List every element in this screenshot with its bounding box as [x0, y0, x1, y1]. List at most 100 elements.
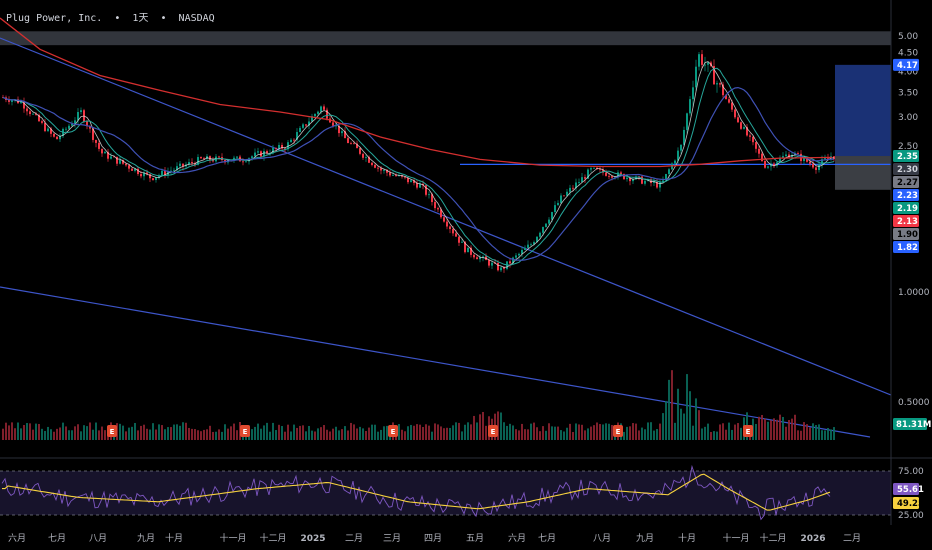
earnings-marker-text: E: [110, 428, 115, 436]
time-axis-label: 十二月: [759, 532, 786, 544]
candle-body: [773, 163, 775, 166]
candle-body: [680, 144, 682, 151]
candle-body: [197, 157, 199, 165]
volume-bar: [32, 429, 34, 440]
separator-dot: •: [114, 13, 121, 24]
candle-body: [380, 168, 382, 171]
candle-body: [755, 142, 757, 149]
volume-bar: [797, 430, 799, 440]
earnings-icon: [613, 425, 623, 437]
candle-body: [821, 159, 823, 165]
volume-bar: [779, 414, 781, 440]
volume-bar: [605, 423, 607, 440]
price-badge-bg: [893, 163, 919, 176]
candle-body: [779, 157, 781, 163]
candle-body: [659, 182, 661, 188]
candle-body: [812, 163, 814, 168]
symbol-name[interactable]: Plug Power, Inc.: [6, 13, 103, 24]
volume-bar: [728, 422, 730, 440]
candle-body: [122, 159, 124, 164]
candle-body: [449, 226, 451, 230]
price-badge: 2.23: [893, 189, 919, 202]
price-tick-label: 3.00: [898, 113, 918, 123]
rsi-ma-badge-text: 49.25: [897, 499, 924, 509]
volume-bar: [653, 430, 655, 440]
candle-body: [275, 147, 277, 149]
volume-bar: [311, 430, 313, 440]
volume-bar: [92, 429, 94, 440]
time-axis-label: 七月: [48, 533, 66, 544]
time-axis-label: 2025: [300, 534, 325, 544]
volume-bar: [59, 427, 61, 440]
volume-bar: [326, 429, 328, 440]
candle-body: [491, 262, 493, 266]
volume-bar: [767, 421, 769, 440]
candle-body: [467, 247, 469, 253]
candle-body: [371, 162, 373, 165]
time-axis-label: 二月: [843, 533, 861, 544]
volume-bar: [824, 430, 826, 440]
volume-bar: [182, 422, 184, 440]
volume-bar: [452, 425, 454, 440]
candle-body: [776, 162, 778, 166]
price-badge-bg: [893, 150, 919, 163]
candle-body: [338, 125, 340, 134]
volume-bar: [209, 425, 211, 440]
volume-bar: [422, 427, 424, 440]
volume-bar: [404, 431, 406, 440]
time-axis-label: 九月: [137, 533, 155, 544]
earnings-marker-text: E: [391, 428, 396, 436]
volume-bar: [599, 424, 601, 440]
candle-body: [374, 164, 376, 168]
candle-body: [32, 113, 34, 115]
candle-body: [242, 161, 244, 163]
rsi-ma-line: [2, 473, 831, 511]
earnings-marker: E: [488, 425, 498, 437]
volume-bar: [314, 431, 316, 440]
volume-bar: [509, 423, 511, 440]
volume-bar: [446, 427, 448, 440]
volume-bar: [569, 423, 571, 440]
volume-bar: [131, 426, 133, 440]
volume-bar: [689, 391, 691, 440]
candle-body: [314, 113, 316, 117]
candle-body: [302, 124, 304, 128]
candle-body: [266, 151, 268, 154]
volume-bar: [464, 424, 466, 440]
candle-body: [539, 232, 541, 237]
candle-body: [53, 133, 55, 137]
candle-body: [296, 132, 298, 140]
candle-body: [797, 153, 799, 154]
volume-bar: [368, 427, 370, 440]
candle-body: [77, 112, 79, 121]
volume-bar: [440, 426, 442, 440]
volume-bar: [833, 427, 835, 440]
volume-bar: [560, 430, 562, 440]
interval-label[interactable]: 1天: [132, 13, 149, 24]
candle-body: [110, 156, 112, 159]
earnings-icon: [743, 425, 753, 437]
candle-body: [707, 62, 709, 65]
candle-body: [41, 121, 43, 123]
volume-bar: [761, 414, 763, 440]
candle-body: [263, 151, 265, 157]
time-axis-label: 十月: [165, 532, 183, 544]
volume-bar: [143, 424, 145, 440]
candle-body: [470, 247, 472, 255]
volume-bar: [335, 426, 337, 440]
candle-body: [341, 131, 343, 134]
volume-bar: [41, 428, 43, 440]
candle-body: [815, 167, 817, 170]
volume-bar: [785, 426, 787, 440]
price-badge-bg: [893, 202, 919, 215]
volume-bar: [308, 425, 310, 440]
candle-body: [548, 219, 550, 224]
candle-body: [764, 160, 766, 168]
earnings-marker: E: [388, 425, 398, 437]
volume-bar: [224, 424, 226, 440]
volume-bar: [47, 426, 49, 440]
volume-bar: [557, 426, 559, 440]
chart-header: Plug Power, Inc. • 1天 • NASDAQ: [6, 9, 221, 24]
volume-bar: [764, 418, 766, 440]
